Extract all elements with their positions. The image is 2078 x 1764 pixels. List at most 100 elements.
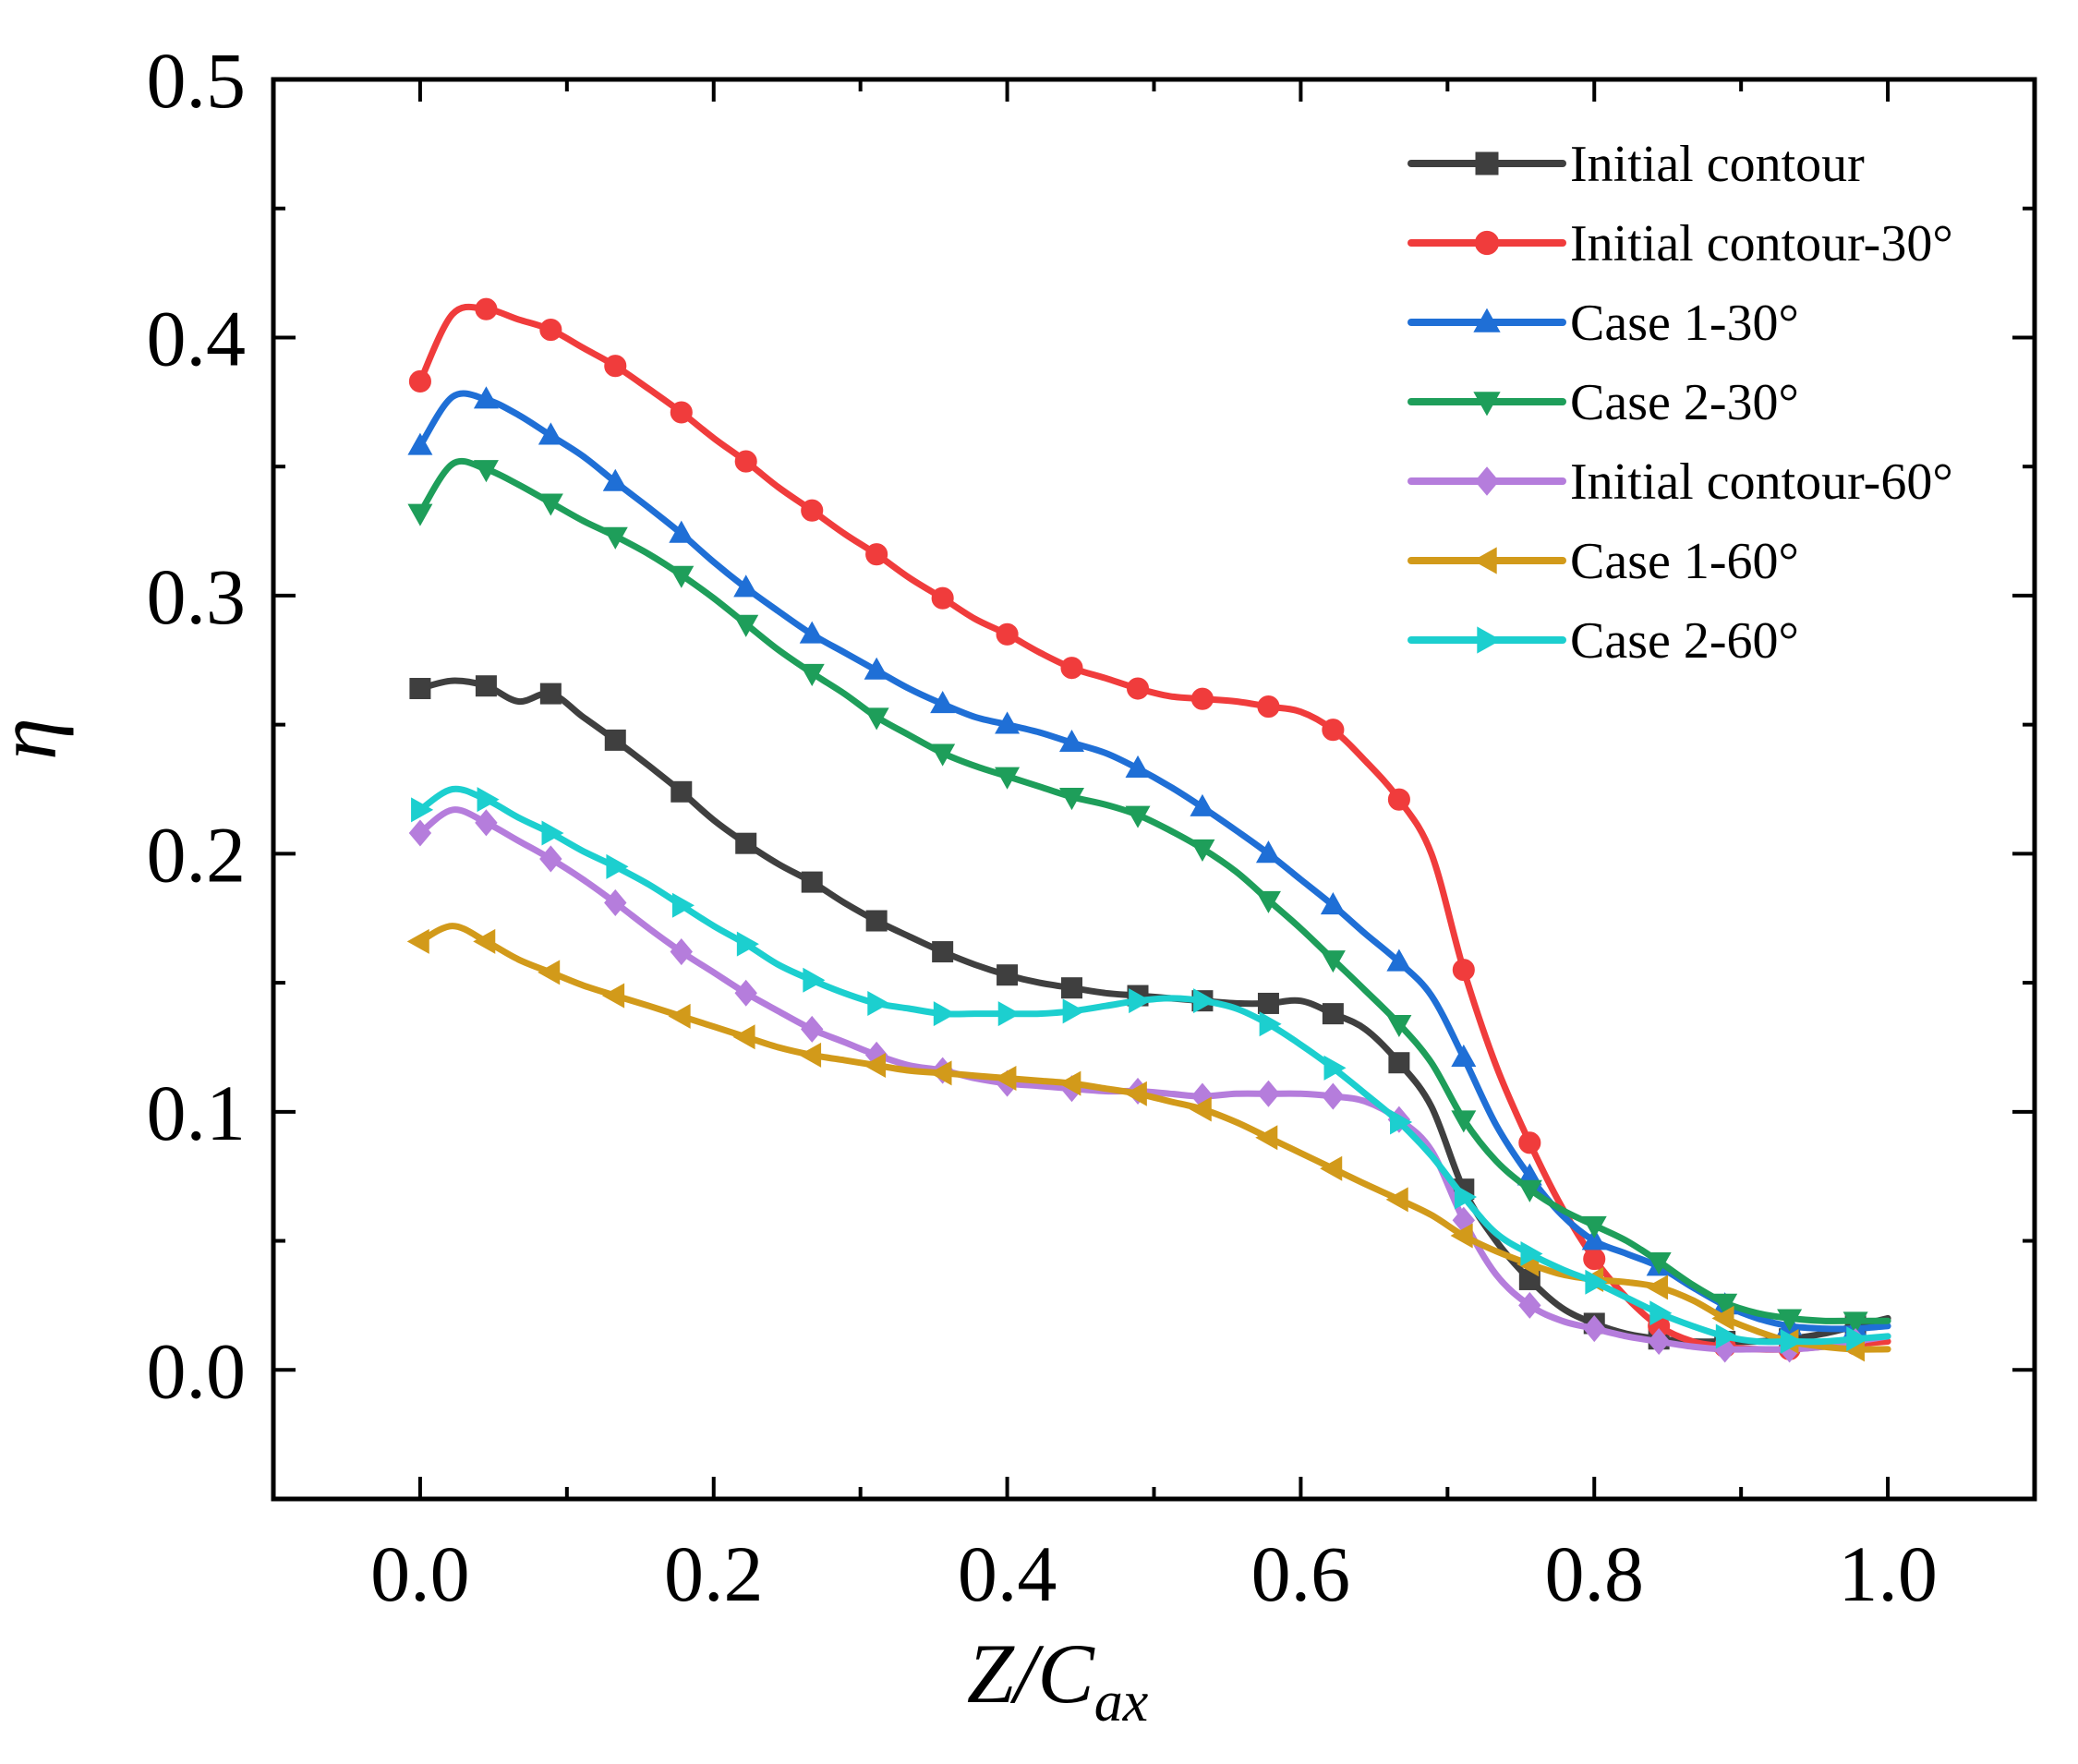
square-marker bbox=[997, 964, 1019, 986]
triangle-right-marker bbox=[1323, 1055, 1347, 1081]
triangle-left-marker bbox=[1385, 1187, 1408, 1213]
triangle-left-marker bbox=[1255, 1125, 1278, 1151]
legend-item: Case 1-30° bbox=[1407, 295, 1799, 352]
triangle-right-marker bbox=[1780, 1329, 1803, 1355]
triangle-right-marker bbox=[1585, 1269, 1608, 1295]
triangle-left-marker bbox=[799, 1042, 822, 1068]
triangle-down-marker bbox=[669, 565, 695, 588]
triangle-up-marker bbox=[930, 691, 956, 714]
legend-item: Case 1-60° bbox=[1407, 533, 1799, 590]
triangle-down-marker bbox=[1646, 1252, 1672, 1275]
triangle-down-marker bbox=[602, 526, 628, 550]
x-tick-label: 0.4 bbox=[958, 1529, 1057, 1618]
triangle-down-marker bbox=[407, 503, 433, 526]
x-axis-title-main: Z/C bbox=[967, 1626, 1096, 1721]
y-tick-label: 0.3 bbox=[147, 552, 247, 641]
square-marker bbox=[539, 683, 562, 705]
legend-item: Case 2-30° bbox=[1407, 374, 1799, 431]
square-marker bbox=[1061, 977, 1083, 999]
square-marker bbox=[932, 941, 954, 963]
diamond-marker bbox=[801, 1015, 824, 1043]
y-tick-label: 0.4 bbox=[147, 294, 247, 382]
triangle-right-marker bbox=[997, 1001, 1021, 1027]
series-3 bbox=[407, 386, 1891, 1338]
y-tick-label: 0.1 bbox=[147, 1069, 247, 1157]
triangle-down-marker bbox=[995, 767, 1021, 790]
diamond-marker bbox=[539, 845, 562, 873]
triangle-down-marker bbox=[1190, 839, 1215, 862]
triangle-down-marker bbox=[1842, 1311, 1868, 1335]
triangle-left-marker bbox=[473, 928, 496, 954]
series-7 bbox=[411, 785, 1891, 1355]
triangle-down-marker bbox=[1516, 1179, 1542, 1202]
triangle-down-marker bbox=[1059, 788, 1085, 811]
triangle-up-marker bbox=[1125, 755, 1151, 778]
y-axis-title: η bbox=[0, 718, 74, 760]
y-tick-label: 0.0 bbox=[147, 1326, 247, 1415]
triangle-down-marker bbox=[733, 614, 759, 637]
triangle-left-marker bbox=[1645, 1275, 1669, 1300]
triangle-up-marker bbox=[1581, 1227, 1607, 1251]
legend-label: Initial contour-60° bbox=[1570, 453, 1953, 511]
triangle-down-marker bbox=[1581, 1215, 1607, 1239]
triangle-down-marker bbox=[1255, 890, 1281, 913]
diamond-marker bbox=[1647, 1328, 1671, 1356]
tick-labels: 0.0 0.2 0.4 0.6 0.8 1.0 0.0 0.1 0.2 0.3 0.4 0.5 bbox=[147, 36, 1938, 1618]
triangle-up-marker bbox=[538, 422, 563, 445]
triangle-right-marker bbox=[1193, 988, 1216, 1014]
triangle-right-marker bbox=[736, 931, 759, 957]
series-line bbox=[417, 457, 1891, 1324]
triangle-up-marker bbox=[995, 711, 1021, 734]
triangle-down-marker bbox=[538, 493, 563, 516]
diamond-marker bbox=[1583, 1315, 1606, 1343]
circle-marker bbox=[1257, 695, 1280, 719]
triangle-left-marker bbox=[538, 960, 561, 985]
circle-marker bbox=[1474, 230, 1500, 256]
triangle-right-marker bbox=[1062, 998, 1085, 1024]
triangle-down-marker bbox=[930, 743, 956, 767]
circle-marker bbox=[1387, 788, 1410, 811]
triangle-right-marker bbox=[1259, 1011, 1282, 1037]
triangle-up-marker bbox=[1255, 840, 1281, 864]
legend-item: Case 2-60° bbox=[1407, 612, 1799, 670]
triangle-right-marker bbox=[1846, 1326, 1869, 1352]
series-layer bbox=[406, 297, 1891, 1363]
triangle-up-marker bbox=[602, 468, 628, 491]
diamond-marker bbox=[1518, 1291, 1541, 1319]
plot-frame bbox=[271, 77, 2037, 1502]
triangle-right-marker bbox=[541, 820, 564, 846]
triangle-down-marker bbox=[1777, 1309, 1803, 1332]
circle-marker bbox=[865, 543, 888, 566]
triangle-up-marker bbox=[864, 657, 889, 680]
triangle-left-marker bbox=[1189, 1096, 1212, 1122]
series-4 bbox=[407, 457, 1891, 1335]
square-marker bbox=[735, 832, 757, 854]
triangle-right-marker bbox=[933, 1001, 956, 1027]
circle-marker bbox=[475, 297, 498, 320]
triangle-left-marker bbox=[863, 1053, 886, 1079]
circle-marker bbox=[604, 355, 627, 378]
triangle-left-marker bbox=[1320, 1155, 1343, 1181]
legend-item: Initial contour bbox=[1407, 136, 1865, 193]
diamond-marker bbox=[408, 819, 432, 847]
tick-marks bbox=[272, 78, 2036, 1501]
circle-marker bbox=[539, 319, 562, 342]
triangle-right-marker bbox=[867, 990, 890, 1016]
triangle-left-marker bbox=[929, 1060, 952, 1086]
square-marker bbox=[1322, 1003, 1344, 1025]
diamond-marker bbox=[734, 979, 757, 1007]
triangle-right-marker bbox=[1129, 988, 1152, 1014]
triangle-left-marker bbox=[602, 983, 625, 1009]
legend-item: Initial contour-60° bbox=[1407, 453, 1953, 511]
circle-marker bbox=[1452, 959, 1475, 982]
triangle-up-marker bbox=[1059, 729, 1085, 753]
legend-label: Initial contour bbox=[1570, 136, 1865, 193]
diamond-marker bbox=[1474, 466, 1500, 496]
square-marker bbox=[1388, 1052, 1410, 1074]
x-tick-label: 0.8 bbox=[1545, 1529, 1645, 1618]
circle-marker bbox=[931, 586, 954, 610]
diamond-marker bbox=[670, 938, 693, 966]
square-marker bbox=[865, 910, 888, 932]
triangle-down-marker bbox=[1125, 805, 1151, 828]
